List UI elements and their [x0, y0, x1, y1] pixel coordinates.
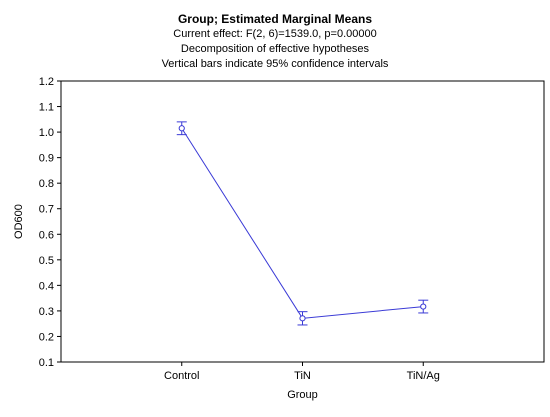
data-point-0 [178, 125, 185, 132]
y-tick-label-3: 0.4 [39, 280, 54, 292]
data-point-1 [299, 315, 306, 322]
y-tick-label-1: 0.2 [39, 331, 54, 343]
x-tick-label-0: Control [164, 370, 199, 382]
x-axis-label: Group [287, 389, 318, 401]
y-axis-label: OD600 [13, 204, 25, 239]
y-tick-label-9: 1.0 [39, 127, 54, 139]
y-tick-label-11: 1.2 [39, 76, 54, 88]
y-tick-label-5: 0.6 [39, 229, 54, 241]
data-point-2 [420, 303, 427, 310]
y-tick-label-0: 0.1 [39, 357, 54, 369]
y-tick-label-2: 0.3 [39, 306, 54, 318]
y-tick-label-6: 0.7 [39, 204, 54, 216]
y-tick-label-8: 0.9 [39, 153, 54, 165]
chart-subtitle-2: Decomposition of effective hypotheses [180, 43, 370, 55]
y-tick-label-10: 1.1 [39, 102, 54, 114]
chart-title: Group; Estimated Marginal Means [177, 12, 373, 26]
chart-subtitle-1: Current effect: F(2, 6)=1539.0, p=0.0000… [173, 28, 377, 40]
x-tick-label-2: TiN/Ag [407, 370, 440, 382]
y-tick-label-7: 0.8 [39, 178, 54, 190]
y-tick-label-4: 0.5 [39, 255, 54, 267]
chart-subtitle-3: Vertical bars indicate 95% confidence in… [161, 58, 389, 70]
chart-title-block: Group; Estimated Marginal Means Current … [0, 12, 550, 72]
x-tick-label-1: TiN [294, 370, 311, 382]
